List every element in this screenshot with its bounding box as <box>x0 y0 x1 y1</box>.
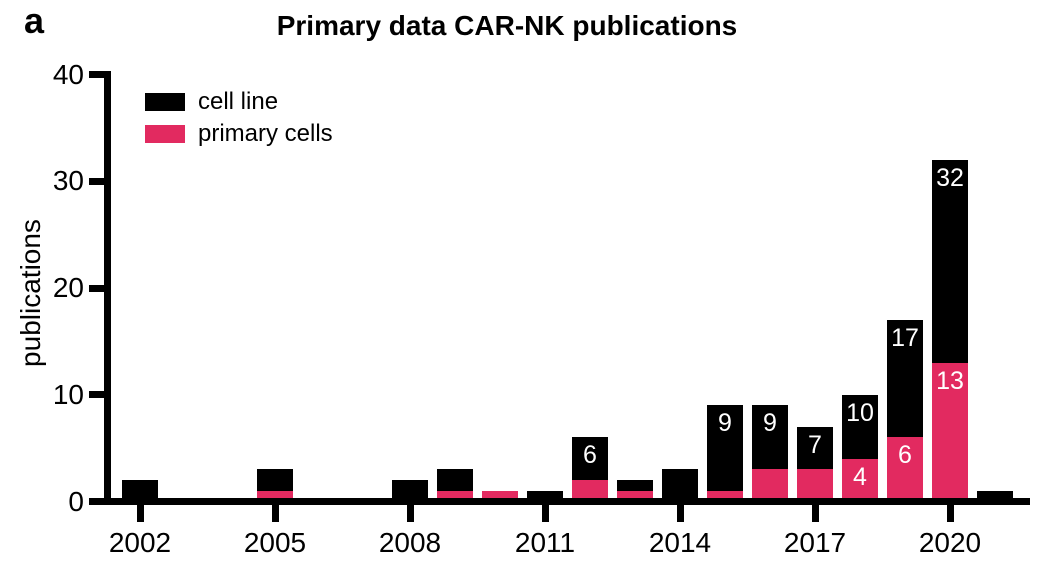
x-tick-2017 <box>811 505 819 522</box>
x-tick-label-2011: 2011 <box>514 527 576 558</box>
bar-2019-cell-line <box>887 320 923 438</box>
x-tick-2014 <box>676 505 684 522</box>
bar-label-total-2016: 9 <box>763 409 777 438</box>
bar-2016-cell-line <box>752 405 788 470</box>
bar-label-primary-2019: 6 <box>898 441 912 470</box>
bar-2005-cell-line <box>257 469 293 491</box>
x-tick-2020 <box>946 505 954 522</box>
x-tick-label-2002: 2002 <box>108 527 172 558</box>
y-tick-label-40: 40 <box>52 58 84 90</box>
y-tick-10 <box>89 391 104 399</box>
bar-2018-cell-line <box>842 394 878 459</box>
y-tick-40 <box>89 71 104 78</box>
bar-2018-primary-cells <box>842 458 878 505</box>
bar-2012-cell-line <box>572 437 608 481</box>
y-tick-label-20: 20 <box>52 272 84 303</box>
x-axis-line <box>104 498 1030 505</box>
legend-item-cell-line: cell line <box>145 86 333 118</box>
y-tick-label-30: 30 <box>52 165 84 197</box>
legend-swatch-primary-cells <box>145 125 185 143</box>
bar-2019-primary-cells <box>887 437 923 505</box>
bar-label-total-2019: 17 <box>891 324 919 353</box>
y-tick-30 <box>89 177 104 185</box>
x-tick-2002 <box>136 505 144 522</box>
legend: cell line primary cells <box>145 86 333 150</box>
y-tick-20 <box>89 284 104 292</box>
bar-2017-cell-line <box>797 426 833 470</box>
bar-label-total-2018: 10 <box>846 398 874 427</box>
panel-label: a <box>24 0 45 41</box>
y-tick-label-10: 10 <box>52 378 84 410</box>
bar-label-total-2012: 6 <box>583 441 597 470</box>
x-tick-label-2005: 2005 <box>243 527 307 558</box>
y-tick-0 <box>89 498 104 505</box>
bar-2020-primary-cells <box>932 362 968 505</box>
x-tick-label-2014: 2014 <box>648 527 712 558</box>
bar-2020-cell-line <box>932 159 968 363</box>
bar-label-total-2017: 7 <box>808 430 822 459</box>
bar-label-primary-2020: 13 <box>936 366 964 395</box>
legend-item-primary-cells: primary cells <box>145 118 333 150</box>
x-tick-2011 <box>541 505 549 522</box>
legend-label-primary-cells: primary cells <box>198 120 333 147</box>
legend-label-cell-line: cell line <box>198 88 279 115</box>
y-tick-label-0: 0 <box>68 485 84 517</box>
legend-swatch-cell-line <box>145 93 185 111</box>
y-axis-line <box>104 71 111 505</box>
x-tick-label-2017: 2017 <box>783 527 847 558</box>
x-tick-2008 <box>406 505 414 522</box>
bar-2009-cell-line <box>437 469 473 491</box>
x-tick-2005 <box>271 505 279 522</box>
bar-label-primary-2018: 4 <box>853 462 867 491</box>
x-tick-label-2020: 2020 <box>918 527 982 558</box>
bar-2015-cell-line <box>707 405 743 491</box>
x-tick-label-2008: 2008 <box>378 527 442 558</box>
bar-label-total-2020: 32 <box>936 163 964 192</box>
bar-label-total-2015: 9 <box>718 409 732 438</box>
bar-2013-cell-line <box>617 480 653 491</box>
chart-title: Primary data CAR-NK publications <box>276 10 738 41</box>
